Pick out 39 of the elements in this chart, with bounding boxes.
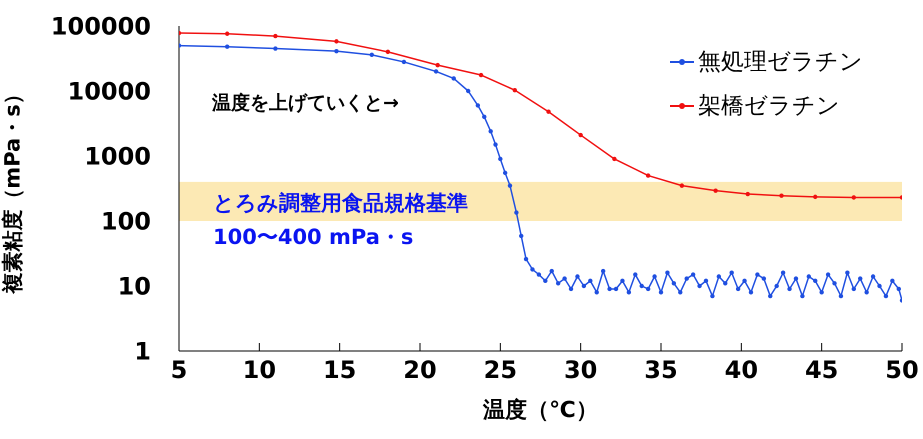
point: [478, 72, 484, 78]
point: [852, 195, 856, 200]
point: [713, 188, 718, 193]
y-tick-label: 1: [134, 338, 151, 366]
x-tick-label: 30: [564, 356, 598, 384]
x-tick-label: 45: [804, 356, 838, 384]
x-tick-label: 25: [484, 356, 518, 384]
y-axis-title: 複素粘度（mPa・s）: [0, 83, 24, 295]
point: [273, 34, 278, 38]
point: [578, 132, 583, 138]
y-tick-label: 1000: [84, 142, 151, 171]
point: [612, 156, 617, 162]
y-tick-label: 10: [118, 272, 151, 301]
legend-label: 架橋ゼラチン: [698, 92, 840, 121]
legend-label: 無処理ゼラチン: [698, 48, 863, 77]
x-tick-label: 5: [170, 356, 188, 384]
point: [646, 173, 650, 178]
y-tick-label: 100000: [50, 12, 151, 41]
x-tick-label: 50: [885, 356, 919, 384]
x-tick-label: 35: [644, 356, 678, 384]
point: [813, 194, 818, 200]
x-tick-label: 15: [322, 356, 356, 384]
x-tick-label: 20: [403, 356, 437, 384]
point: [512, 88, 517, 92]
point: [225, 32, 230, 36]
y-tick-label: 100: [100, 208, 151, 236]
point: [386, 50, 390, 54]
y-tick-label: 10000: [68, 78, 151, 106]
point: [746, 192, 750, 196]
x-tick-label: 40: [724, 356, 758, 384]
point: [546, 110, 551, 114]
band-label: とろみ調整用食品規格基準 100〜400 mPa・s: [213, 190, 468, 251]
annotation: 温度を上げていくと→: [212, 91, 399, 116]
point: [334, 39, 339, 44]
x-axis-title: 温度（℃）: [482, 397, 598, 423]
x-tick-label: 10: [242, 356, 276, 384]
point: [680, 183, 684, 188]
point: [435, 62, 440, 68]
point: [779, 194, 784, 198]
